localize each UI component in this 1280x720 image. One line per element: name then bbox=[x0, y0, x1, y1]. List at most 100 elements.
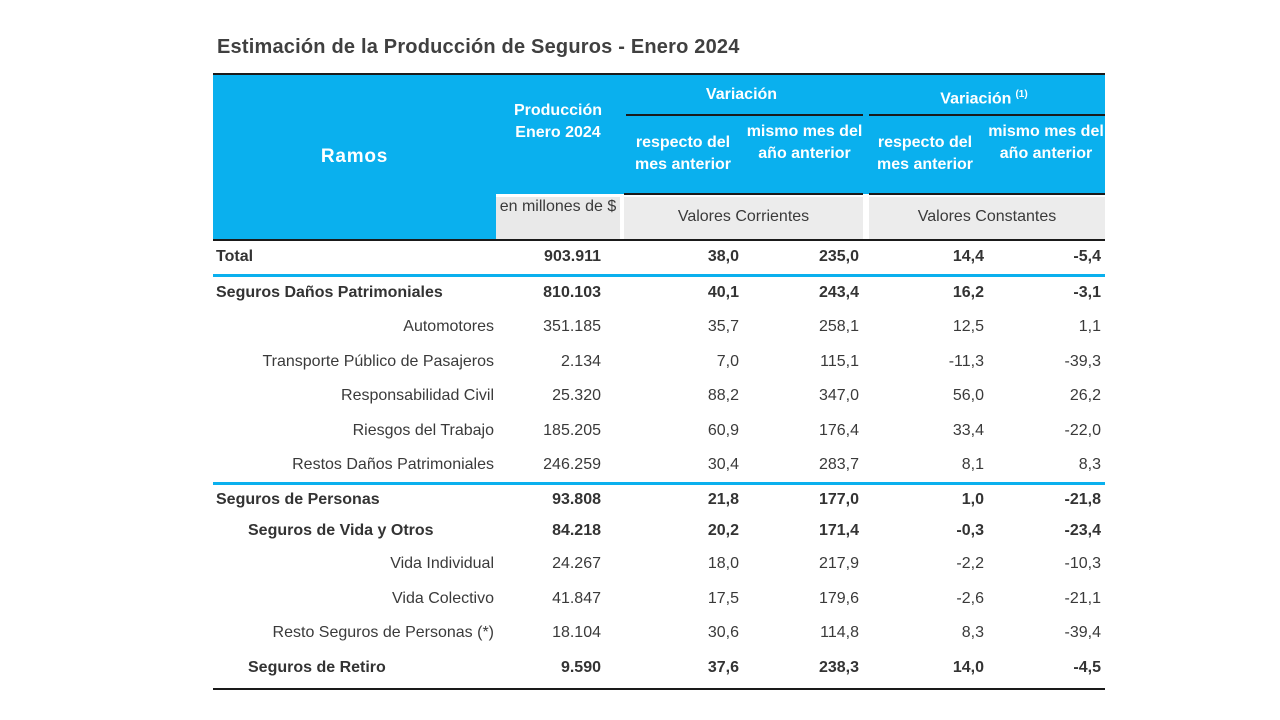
cell-const-mes: 14,4 bbox=[952, 248, 984, 265]
header-produccion: Producción Enero 2024 bbox=[513, 102, 602, 141]
row-name: Vida Colectivo bbox=[392, 590, 494, 607]
cell-var-mes: 60,9 bbox=[707, 422, 739, 439]
row-name: Responsabilidad Civil bbox=[341, 387, 494, 404]
row-name: Seguros Daños Patrimoniales bbox=[216, 284, 443, 301]
cell-const-anio: -21,1 bbox=[1064, 590, 1101, 607]
table-row: Automotores 351.185 35,7 258,1 12,5 1,1 bbox=[213, 310, 1105, 344]
footnote-marker: (1) bbox=[1015, 89, 1028, 100]
cell-const-anio: -39,3 bbox=[1064, 353, 1101, 370]
header-unit: en millones de $ bbox=[496, 197, 620, 239]
section-separator bbox=[213, 482, 1105, 485]
cell-const-anio: -3,1 bbox=[1073, 284, 1101, 301]
cell-const-mes: -0,3 bbox=[956, 522, 984, 539]
cell-produccion: 185.205 bbox=[543, 422, 601, 439]
table-row: Transporte Público de Pasajeros 2.134 7,… bbox=[213, 345, 1105, 379]
cell-const-mes: -2,6 bbox=[956, 590, 984, 607]
header-bottom-rule bbox=[213, 239, 1105, 241]
cell-var-anio: 235,0 bbox=[818, 248, 859, 265]
cell-const-anio: -4,5 bbox=[1073, 659, 1101, 676]
cell-var-anio: 238,3 bbox=[818, 659, 859, 676]
cell-const-mes: 16,2 bbox=[952, 284, 984, 301]
cell-const-mes: 33,4 bbox=[952, 422, 984, 439]
cell-var-anio: 217,9 bbox=[818, 555, 859, 572]
cell-const-anio: -10,3 bbox=[1064, 555, 1101, 572]
table-row: Restos Daños Patrimoniales 246.259 30,4 … bbox=[213, 448, 1105, 482]
cell-produccion: 2.134 bbox=[560, 353, 601, 370]
cell-produccion: 84.218 bbox=[552, 522, 601, 539]
cell-produccion: 351.185 bbox=[543, 318, 601, 335]
table-row: Vida Individual 24.267 18,0 217,9 -2,2 -… bbox=[213, 547, 1105, 581]
table-row: Resto Seguros de Personas (*) 18.104 30,… bbox=[213, 616, 1105, 650]
table-row: Responsabilidad Civil 25.320 88,2 347,0 … bbox=[213, 379, 1105, 413]
cell-var-mes: 20,2 bbox=[707, 522, 739, 539]
cell-const-anio: -5,4 bbox=[1073, 248, 1101, 265]
header-mismo-mes-corrientes: mismo mes del año anterior bbox=[746, 123, 863, 162]
cell-const-mes: 8,3 bbox=[961, 624, 984, 641]
header-respecto-corrientes: respecto del mes anterior bbox=[634, 134, 732, 173]
cell-var-mes: 17,5 bbox=[707, 590, 739, 607]
row-name: Automotores bbox=[403, 318, 494, 335]
row-name: Riesgos del Trabajo bbox=[352, 422, 494, 439]
row-name: Resto Seguros de Personas (*) bbox=[272, 624, 494, 641]
table-row: Seguros de Vida y Otros 84.218 20,2 171,… bbox=[213, 514, 1105, 548]
header-valores-constantes: Valores Constantes bbox=[869, 197, 1105, 239]
cell-var-anio: 177,0 bbox=[818, 491, 859, 508]
cell-produccion: 41.847 bbox=[552, 590, 601, 607]
row-name: Restos Daños Patrimoniales bbox=[292, 456, 494, 473]
header-valores-corrientes: Valores Corrientes bbox=[624, 197, 863, 239]
cell-const-mes: 8,1 bbox=[961, 456, 984, 473]
cell-var-mes: 40,1 bbox=[707, 284, 739, 301]
cell-produccion: 903.911 bbox=[544, 248, 601, 265]
cell-produccion: 810.103 bbox=[543, 284, 601, 301]
cell-produccion: 24.267 bbox=[552, 555, 601, 572]
table-bottom-rule bbox=[213, 688, 1105, 690]
table-row-total: Total 903.911 38,0 235,0 14,4 -5,4 bbox=[213, 240, 1105, 274]
cell-const-anio: 26,2 bbox=[1069, 387, 1101, 404]
cell-const-mes: -11,3 bbox=[948, 353, 984, 370]
cell-var-anio: 258,1 bbox=[818, 318, 859, 335]
cell-const-anio: -23,4 bbox=[1064, 522, 1101, 539]
cell-var-anio: 176,4 bbox=[818, 422, 859, 439]
cell-const-mes: 14,0 bbox=[952, 659, 984, 676]
cell-var-mes: 88,2 bbox=[707, 387, 739, 404]
cell-produccion: 25.320 bbox=[552, 387, 601, 404]
table-row: Seguros Daños Patrimoniales 810.103 40,1… bbox=[213, 276, 1105, 310]
header-rule-variacion bbox=[626, 114, 863, 116]
cell-var-anio: 283,7 bbox=[818, 456, 859, 473]
cell-const-anio: 8,3 bbox=[1078, 456, 1101, 473]
table-row: Vida Colectivo 41.847 17,5 179,6 -2,6 -2… bbox=[213, 582, 1105, 616]
header-variacion: Variación bbox=[705, 86, 778, 103]
header-respecto-constantes: respecto del mes anterior bbox=[876, 134, 974, 173]
header-rule-corrientes bbox=[624, 193, 863, 195]
cell-var-anio: 114,8 bbox=[820, 624, 859, 641]
cell-const-mes: 1,0 bbox=[961, 491, 984, 508]
row-name: Seguros de Retiro bbox=[248, 659, 386, 676]
row-name: Transporte Público de Pasajeros bbox=[262, 353, 494, 370]
cell-var-anio: 171,4 bbox=[818, 522, 859, 539]
cell-const-anio: -21,8 bbox=[1064, 491, 1101, 508]
row-name: Seguros de Vida y Otros bbox=[248, 522, 434, 539]
cell-produccion: 93.808 bbox=[552, 491, 601, 508]
cell-produccion: 9.590 bbox=[560, 659, 601, 676]
section-separator bbox=[213, 274, 1105, 277]
header-variacion-constantes: Variación (1) bbox=[863, 84, 1105, 110]
cell-const-mes: 12,5 bbox=[952, 318, 984, 335]
header-rule-constantes bbox=[869, 193, 1105, 195]
cell-var-mes: 30,4 bbox=[707, 456, 739, 473]
cell-var-mes: 38,0 bbox=[707, 248, 739, 265]
page-title: Estimación de la Producción de Seguros -… bbox=[217, 36, 740, 58]
cell-var-mes: 30,6 bbox=[707, 624, 739, 641]
cell-const-anio: -39,4 bbox=[1064, 624, 1101, 641]
row-name: Vida Individual bbox=[390, 555, 494, 572]
table-row: Riesgos del Trabajo 185.205 60,9 176,4 3… bbox=[213, 414, 1105, 448]
cell-var-mes: 7,0 bbox=[716, 353, 739, 370]
cell-var-mes: 35,7 bbox=[707, 318, 739, 335]
row-name: Seguros de Personas bbox=[216, 491, 380, 508]
cell-var-anio: 347,0 bbox=[818, 387, 859, 404]
header-ramos: Ramos bbox=[320, 146, 389, 167]
table-top-rule bbox=[213, 73, 1105, 75]
header-rule-variacion-const bbox=[869, 114, 1105, 116]
row-name: Total bbox=[216, 248, 254, 265]
cell-const-mes: 56,0 bbox=[952, 387, 984, 404]
cell-var-anio: 179,6 bbox=[818, 590, 859, 607]
